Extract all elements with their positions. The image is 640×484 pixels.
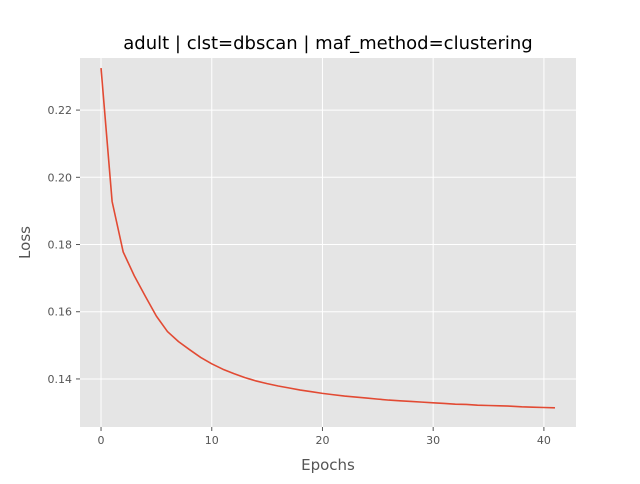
x-tick-label: 10	[205, 434, 219, 447]
plot-area	[80, 58, 576, 427]
loss-series-line	[100, 68, 555, 409]
y-tick-label: 0.22	[48, 104, 73, 117]
y-tick-label: 0.20	[48, 171, 73, 184]
series-layer	[100, 68, 555, 409]
x-axis-label: Epochs	[301, 456, 355, 474]
y-axis-label: Loss	[16, 226, 34, 259]
y-tick-label: 0.14	[48, 373, 73, 386]
x-tick-label: 40	[537, 434, 551, 447]
axes: 0 10 20 30 40 0.14 0.16 0.18 0.20 0.22	[48, 104, 551, 447]
grid	[80, 58, 576, 427]
x-tick-label: 20	[315, 434, 329, 447]
y-tick-label: 0.16	[48, 306, 73, 319]
x-tick-label: 0	[98, 434, 105, 447]
x-tick-label: 30	[426, 434, 440, 447]
y-tick-label: 0.18	[48, 239, 73, 252]
chart-title: adult | clst=dbscan | maf_method=cluster…	[123, 33, 532, 54]
